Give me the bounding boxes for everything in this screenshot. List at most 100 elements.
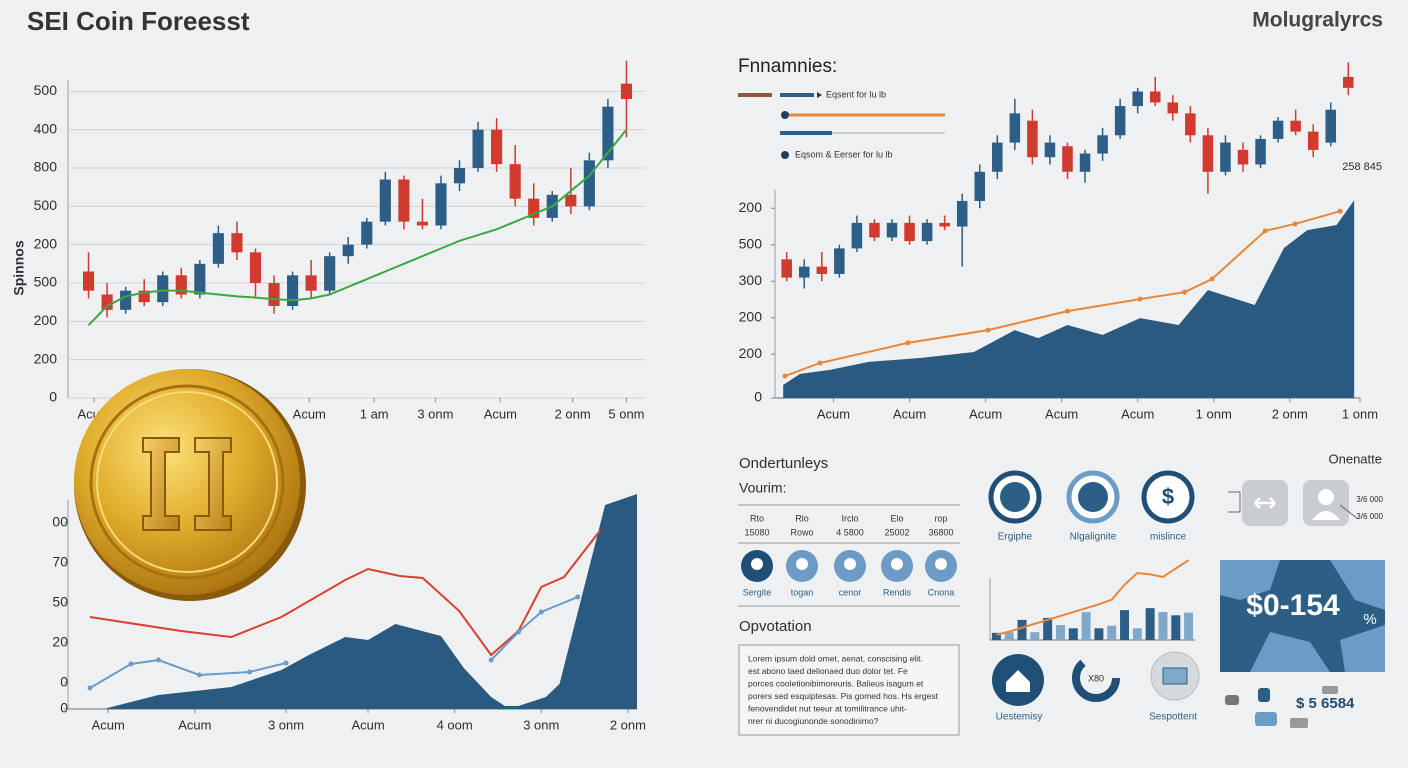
candle-body	[1202, 135, 1214, 172]
x-tick-label: 2 onm	[1272, 406, 1308, 421]
icon-label: Sergite	[743, 587, 772, 597]
candle-body	[939, 222, 950, 227]
candle-body	[435, 183, 447, 226]
icon-label: Cnona	[928, 587, 955, 597]
icon-glyph	[751, 558, 763, 570]
text-box	[738, 644, 960, 736]
y-tick-label: 200	[739, 199, 763, 215]
icon-arrows	[1254, 497, 1276, 509]
y-tick-label: 200	[739, 345, 763, 361]
x-tick-label: Acum	[893, 406, 926, 421]
candle-body	[416, 221, 428, 226]
candle-body	[157, 275, 169, 303]
paragraph-line: nrer ni ducogiunonde sonodinimo?	[748, 716, 879, 726]
x-tick-label: Acum	[351, 717, 384, 732]
coin-symbol	[194, 437, 232, 531]
candle-body	[1343, 76, 1354, 88]
candle-body	[453, 168, 466, 184]
candle-body	[834, 248, 845, 274]
bar	[1094, 628, 1104, 640]
candle-body	[1167, 102, 1179, 114]
marker	[155, 657, 161, 663]
paragraph-line: porers sed esquiptesas. Pis gomed hos. H…	[748, 691, 939, 701]
marker	[905, 340, 911, 346]
marker	[128, 661, 134, 667]
panel-title: Ondertunleys	[739, 455, 828, 472]
table-header: Irclo	[841, 513, 858, 523]
candle-body	[1044, 142, 1056, 158]
x-tick-label: 3 onm	[268, 717, 304, 732]
candle-body	[620, 83, 633, 99]
icon-label: Ergiphe	[998, 532, 1033, 543]
bar	[991, 632, 1001, 640]
marker	[1292, 221, 1298, 227]
candle-body	[956, 200, 968, 227]
table-value: 36800	[928, 527, 953, 537]
paragraph-line: porces cooletionibimoreuris. Balieus isa…	[748, 678, 924, 688]
candle-body	[992, 142, 1003, 172]
paragraph-line: est abono taed delionaed duo dolor tet. …	[748, 666, 908, 676]
candle-body	[1307, 131, 1319, 150]
bar	[1004, 632, 1014, 640]
y-tick-label: 0	[49, 389, 57, 405]
donut	[1072, 654, 1120, 702]
icon-house	[1006, 670, 1030, 692]
candle-body	[974, 171, 986, 201]
y-tick-label: 300	[739, 272, 763, 288]
bar	[1145, 608, 1155, 640]
candle-body	[472, 129, 484, 168]
marker	[1337, 208, 1343, 214]
marker	[196, 672, 202, 678]
marker	[575, 594, 581, 600]
y-tick-label: 0	[754, 389, 762, 405]
line	[87, 129, 628, 326]
note: 3/6 000	[1356, 512, 1383, 521]
candle-body	[1149, 91, 1161, 103]
y-tick-label: 0	[60, 674, 68, 690]
y-tick-label: 00	[52, 514, 68, 530]
marker	[1137, 296, 1143, 302]
bar	[1132, 628, 1142, 640]
y-tick-label: 500	[739, 235, 763, 251]
candle-body	[194, 263, 206, 295]
x-tick-label: Acum	[1045, 406, 1078, 421]
icon-box	[1162, 667, 1188, 685]
candle-body	[231, 233, 243, 253]
bar	[1030, 632, 1040, 640]
page-title: SEI Coin Foreesst	[27, 6, 250, 36]
x-tick-label: 2 onm	[610, 717, 646, 732]
x-tick-label: 3 onm	[417, 406, 453, 421]
x-tick-label: 5 onm	[608, 406, 644, 421]
table-header: Rlo	[795, 513, 809, 523]
coin-ring	[96, 391, 278, 573]
table-value: 4 5800	[836, 527, 864, 537]
note: 3/6 000	[1356, 495, 1383, 504]
amount: $ 5 6584	[1296, 695, 1355, 712]
chart-title: Fnnamnies:	[738, 56, 837, 77]
candle-body	[886, 222, 898, 238]
icon-person	[1318, 489, 1334, 505]
legend-text: Eqsom & Eerser for lu lb	[795, 149, 893, 159]
line	[89, 596, 579, 689]
candle-body	[1097, 135, 1108, 154]
marker	[515, 629, 521, 635]
coin-ring	[89, 384, 285, 580]
x-tick-label: 1 onm	[1196, 406, 1232, 421]
legend-dot	[781, 151, 789, 159]
bar	[1017, 619, 1027, 640]
candle-body	[138, 290, 150, 303]
icon-glyph	[891, 558, 903, 570]
x-tick-label: Acum	[817, 406, 850, 421]
x-tick-label: 1 onm	[1342, 406, 1378, 421]
marker	[985, 327, 991, 333]
table-value: Rowo	[790, 527, 813, 537]
candle-body	[781, 259, 792, 278]
icon-inner	[1153, 482, 1183, 512]
y-tick-label: 50	[52, 594, 68, 610]
y-tick-label: 70	[52, 554, 68, 570]
x-tick-label: Acum	[1121, 406, 1154, 421]
bar	[1184, 612, 1194, 640]
icon-glyph	[935, 558, 947, 570]
marker	[1065, 308, 1070, 314]
x-tick-label: 4 oom	[437, 717, 473, 732]
